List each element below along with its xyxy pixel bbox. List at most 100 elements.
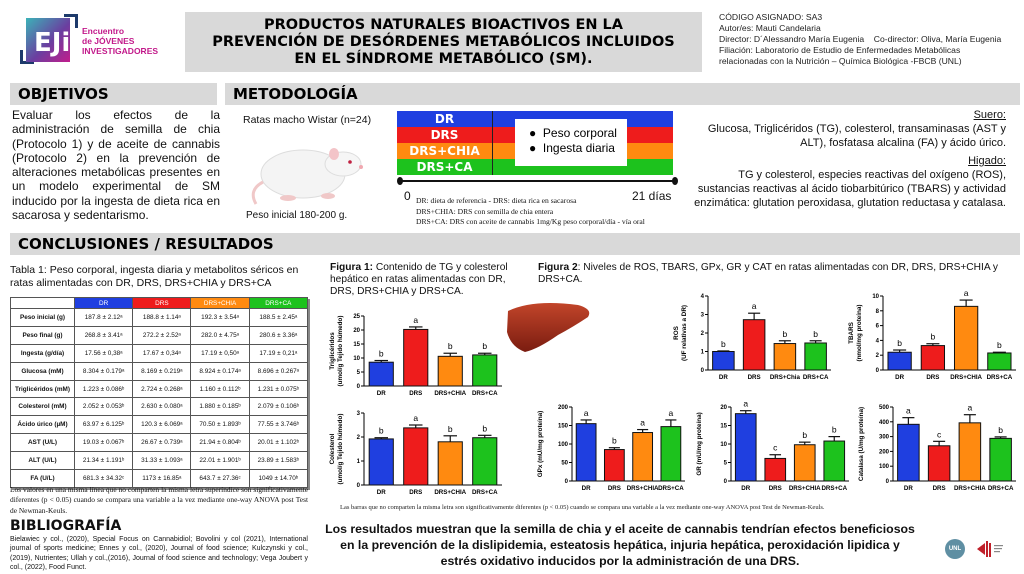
y-axis-label: GR (mU/mg proteína) — [696, 412, 703, 475]
logo-line: Encuentro — [82, 26, 125, 36]
significance-letter: b — [482, 423, 487, 433]
significance-letter: b — [997, 340, 1002, 350]
directors: Director: D´Alessandro María Eugenia Co-… — [719, 34, 1001, 45]
table-row: Ingesta (g/día) 17.56 ± 0,38ᵃ 17.67 ± 0,34… — [10, 343, 309, 363]
y-axis-label: TBARS — [848, 322, 855, 344]
x-tick-label: DRS+CA — [821, 485, 847, 492]
column-header: DRS — [132, 297, 192, 309]
y-tick-label: 2 — [357, 435, 361, 441]
significance-letter: b — [783, 329, 788, 339]
conclusion-text: Los resultados muestran que la semilla d… — [325, 522, 915, 568]
table-cell: 17.19 ± 0,50ᵃ — [190, 343, 250, 363]
table-cell: 187.8 ± 2.12ᵃ — [73, 308, 134, 327]
diet-groups-diagram: DR DRS DRS+CHIA DRS+CA ● Peso corporal ●… — [397, 111, 673, 175]
codirector: Co-director: Oliva, María Eugenia — [873, 34, 1002, 44]
fbcb-logo — [977, 541, 1003, 557]
y-tick-label: 8 — [876, 309, 880, 315]
y-tick-label: 20 — [353, 328, 360, 334]
y-axis-label: (nmol/mg proteína) — [856, 304, 863, 361]
y-tick-label: 25 — [353, 314, 360, 320]
x-tick-label: DRS — [933, 485, 946, 492]
higado-title: Higado: — [968, 155, 1006, 167]
x-tick-label: DRS — [748, 374, 761, 381]
significance-letter: a — [964, 288, 969, 298]
y-axis-label: Triglicéridos — [329, 332, 336, 370]
row-label: Peso final (g) — [10, 325, 75, 345]
timeline-end: 21 días — [632, 189, 672, 203]
group-divider — [492, 111, 493, 175]
table-cell: 2.630 ± 0.080ᵃ — [132, 397, 192, 417]
significance-letter: b — [721, 339, 726, 349]
y-tick-label: 3 — [357, 411, 361, 417]
bar — [927, 445, 951, 482]
x-tick-label: DRS+Chia — [770, 374, 801, 381]
y-tick-label: 20 — [720, 405, 727, 411]
bar — [887, 351, 912, 371]
table-cell: 8.169 ± 0.219ᵃ — [132, 361, 192, 381]
x-tick-label: DRS — [409, 489, 422, 496]
y-tick-label: 2 — [876, 353, 880, 359]
y-tick-label: 100 — [879, 464, 890, 470]
table-cell: 272.2 ± 2.52ᵃ — [132, 325, 192, 345]
x-tick-label: DRS — [608, 485, 621, 492]
table-row: Colesterol (mM) 2.052 ± 0.053ᵇ 2.630 ± 0.0… — [10, 397, 309, 417]
y-axis-label: (umol/g Tejido húmedo) — [337, 316, 344, 387]
row-label: Triglicéridos (mM) — [10, 379, 75, 399]
y-tick-label: 200 — [558, 405, 569, 411]
logo-line: INVESTIGADORES — [82, 46, 159, 56]
higado-text: TG y colesterol, especies reactivas del … — [694, 169, 1006, 209]
significance-letter: a — [968, 403, 973, 413]
bar — [437, 441, 463, 486]
bar — [958, 422, 982, 482]
table-row: Ácido úrico (µM) 63.97 ± 6.125ᵇ 120.3 ± 6.… — [10, 415, 309, 435]
group-label: DRS+CHIA — [409, 144, 480, 158]
x-tick-label: DR — [377, 489, 386, 496]
assigned-code: CÓDIGO ASIGNADO: SA3 — [719, 12, 823, 22]
bar — [742, 319, 766, 371]
group-label: DRS+CA — [416, 160, 473, 174]
significance-letter: c — [773, 443, 778, 453]
x-tick-label: DRS — [409, 390, 422, 397]
x-tick-label: DR — [582, 485, 591, 492]
y-tick-label: 10 — [872, 294, 879, 300]
y-axis-label: Colesterol — [329, 433, 336, 464]
x-tick-label: DRS+CHIA — [954, 485, 986, 492]
column-header: DR — [73, 297, 134, 309]
x-tick-label: DRS+CHIA — [627, 485, 659, 492]
measure-label: Peso corporal — [542, 126, 617, 140]
objetivos-text: Evaluar los efectos de la administración… — [12, 108, 220, 223]
group-label: DRS — [430, 128, 459, 142]
bar — [987, 352, 1012, 371]
bar — [953, 305, 979, 371]
bar-chart-svg: GR (mU/mg proteína) 0 5 10 15 20 a DR c DRS b DRS+C… — [696, 399, 849, 492]
bar — [632, 432, 654, 482]
director: Director: D´Alessandro María Eugenia — [719, 34, 865, 44]
measure-item: ● Peso corporal — [529, 126, 617, 140]
bar — [660, 426, 682, 482]
table-cell: 1.223 ± 0.086ᵇ — [73, 379, 134, 399]
bar — [773, 343, 797, 371]
bar-chart-svg: Colesterol (umol/g Tejido húmedo) 0 1 2 3 b DR a… — [329, 411, 502, 496]
x-tick-label: DRS+CHIA — [950, 374, 982, 381]
rat-image — [251, 148, 363, 205]
y-tick-label: 2 — [701, 331, 705, 337]
table-caption: Tabla 1: Peso corporal, ingesta diaria y… — [10, 264, 299, 289]
x-tick-label: DRS+CA — [803, 374, 829, 381]
significance-letter: a — [752, 301, 757, 311]
row-label: FA (U/L) — [10, 469, 75, 488]
row-label: Ingesta (g/día) — [10, 343, 75, 363]
x-tick-label: DRS+CA — [987, 374, 1013, 381]
y-tick-label: 10 — [353, 356, 360, 362]
table-cell: 70.50 ± 1.893ᵇ — [190, 415, 250, 435]
row-label: ALT (U/L) — [10, 451, 75, 471]
table-cell: 22.01 ± 1.901ᵇ — [190, 451, 250, 471]
chart-ros: ROS (UF relativas a DR) 0 1 2 3 4 b DR a DRS b DRS+C… — [670, 284, 835, 384]
row-label: Glucosa (mM) — [10, 361, 75, 381]
table-cell: 1.160 ± 0.112ᵇ — [190, 379, 250, 399]
x-tick-label: DR — [719, 374, 728, 381]
bar — [920, 345, 946, 371]
y-tick-label: 0 — [357, 384, 361, 390]
measure-label: Ingesta diaria — [542, 141, 615, 155]
y-axis-label: (umol/g Tejido húmedo) — [337, 414, 344, 485]
table-cell: 188.8 ± 1.14ᵃ — [132, 308, 192, 327]
